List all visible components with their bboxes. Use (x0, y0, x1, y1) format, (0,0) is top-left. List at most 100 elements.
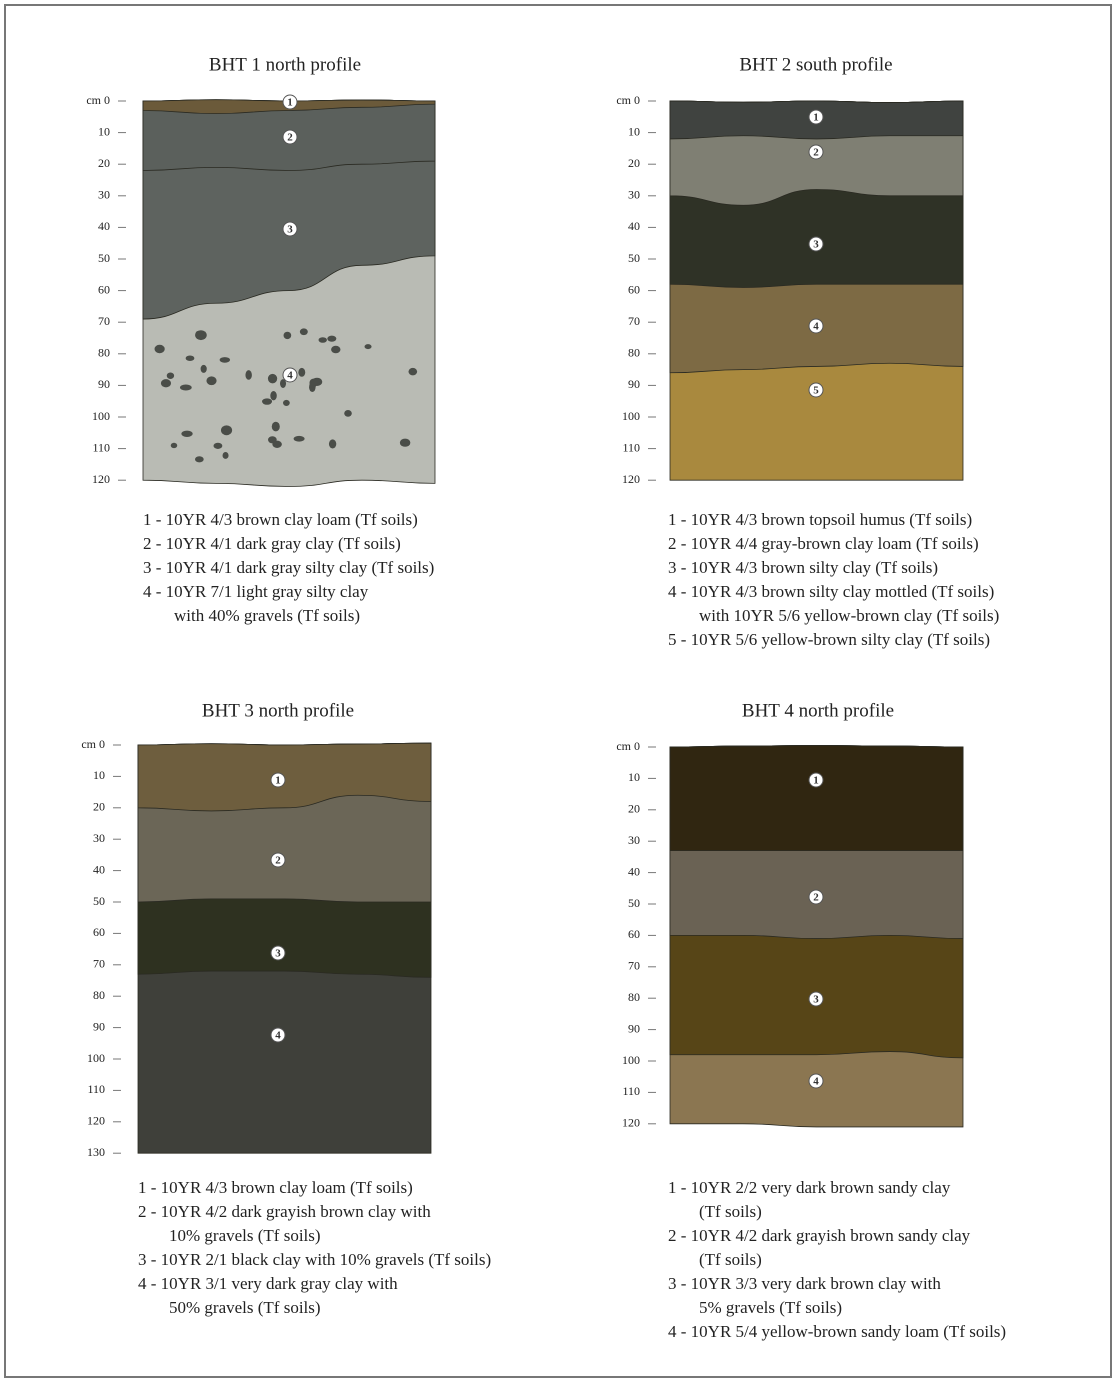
layer-marker (270, 1027, 286, 1043)
legend-text: 4 - 10YR 3/1 very dark gray clay with (138, 1274, 398, 1293)
layer-marker (282, 129, 298, 145)
legend-text: 10% gravels (Tf soils) (169, 1226, 321, 1245)
gravel (408, 367, 418, 376)
layer-marker-label: 2 (287, 132, 293, 144)
axis-label: 80 (628, 346, 640, 360)
gravel (195, 330, 203, 337)
axis-label: 20 (98, 156, 110, 170)
axis-label: 10 (628, 124, 640, 138)
legend-text: 1 - 10YR 4/3 brown clay loam (Tf soils) (138, 1178, 413, 1197)
layer-marker-label: 2 (813, 147, 819, 159)
layer-marker (808, 382, 824, 398)
axis-label: 40 (628, 864, 640, 878)
axis-label: 110 (622, 440, 640, 454)
layer-marker-label: 4 (287, 370, 293, 382)
axis-label: 40 (93, 862, 105, 876)
axis-label: 40 (98, 219, 110, 233)
layer-marker-label: 3 (287, 224, 293, 236)
axis-label: cm 0 (86, 93, 110, 107)
gravel (160, 379, 172, 388)
gravel (245, 370, 252, 380)
axis-label: 80 (93, 988, 105, 1002)
axis-label: 90 (98, 377, 110, 391)
layer-marker-label: 4 (813, 1076, 819, 1088)
axis-label: 70 (98, 314, 110, 328)
legend-text: with 40% gravels (Tf soils) (174, 606, 360, 625)
gravel (179, 384, 192, 391)
axis-label: 90 (93, 1019, 105, 1033)
gravel (262, 398, 273, 405)
axis-label: 90 (628, 1021, 640, 1035)
axis-label: 70 (628, 959, 640, 973)
axis-label: 130 (87, 1145, 105, 1159)
axis-label: 50 (93, 894, 105, 908)
gravel (331, 345, 341, 354)
legend-text: (Tf soils) (699, 1202, 762, 1221)
axis-label: 100 (622, 409, 640, 423)
axis-label: 50 (628, 251, 640, 265)
layer-marker-label: 1 (813, 112, 819, 124)
gravel (154, 344, 165, 354)
legend-text: 5% gravels (Tf soils) (699, 1298, 842, 1317)
gravel (195, 456, 204, 463)
gravel (219, 357, 231, 363)
axis-label: 120 (92, 472, 110, 486)
gravel (166, 372, 175, 379)
gravel (293, 435, 305, 442)
soil-layer (669, 745, 964, 852)
gravel (280, 379, 287, 388)
axis-label: 110 (622, 1084, 640, 1098)
axis-label: 100 (87, 1051, 105, 1065)
legend-text: 2 - 10YR 4/2 dark grayish brown sandy cl… (668, 1226, 971, 1245)
axis-label: cm 0 (616, 93, 640, 107)
legend-text: 5 - 10YR 5/6 yellow-brown silty clay (Tf… (668, 630, 990, 649)
axis-label: 70 (93, 957, 105, 971)
axis-label: 10 (98, 124, 110, 138)
gravel (267, 373, 278, 384)
gravel (271, 421, 280, 432)
legend-text: 2 - 10YR 4/1 dark gray clay (Tf soils) (143, 534, 401, 553)
axis-label: 90 (628, 377, 640, 391)
layer-marker-label: 4 (813, 321, 819, 333)
layer-marker (808, 144, 824, 160)
axis-label: 50 (98, 251, 110, 265)
legend-text: 4 - 10YR 7/1 light gray silty clay (143, 582, 369, 601)
legend-text: 3 - 10YR 4/1 dark gray silty clay (Tf so… (143, 558, 434, 577)
gravel (318, 337, 327, 343)
gravel (185, 355, 195, 361)
gravel (272, 440, 282, 448)
layer-marker (270, 772, 286, 788)
axis-label: 60 (98, 282, 110, 296)
axis-label: 10 (93, 768, 105, 782)
axis-label: 30 (628, 833, 640, 847)
axis-label: 20 (628, 802, 640, 816)
frame (4, 4, 1112, 1378)
axis-label: 20 (93, 800, 105, 814)
layer-marker-label: 2 (813, 892, 819, 904)
gravel (283, 399, 290, 407)
gravel (298, 367, 306, 377)
axis-label: 80 (98, 346, 110, 360)
profile-title: BHT 1 north profile (209, 54, 361, 75)
layer-marker-label: 4 (275, 1030, 281, 1042)
layer-marker-label: 3 (813, 239, 819, 251)
axis-label: 110 (87, 1082, 105, 1096)
layer-marker-label: 1 (275, 775, 281, 787)
layer-marker (270, 852, 286, 868)
profile-title: BHT 2 south profile (739, 54, 892, 75)
gravel (364, 344, 372, 350)
gravel (399, 438, 411, 447)
gravel (283, 331, 292, 340)
legend-text: 50% gravels (Tf soils) (169, 1298, 321, 1317)
layer-marker (808, 991, 824, 1007)
axis-label: 60 (628, 282, 640, 296)
legend-text: 2 - 10YR 4/2 dark grayish brown clay wit… (138, 1202, 431, 1221)
layer-marker (808, 772, 824, 788)
layer-marker (282, 367, 298, 383)
layer-marker (808, 1073, 824, 1089)
gravel (344, 409, 352, 417)
gravel (213, 442, 223, 449)
axis-label: 30 (93, 831, 105, 845)
axis-label: 120 (622, 472, 640, 486)
